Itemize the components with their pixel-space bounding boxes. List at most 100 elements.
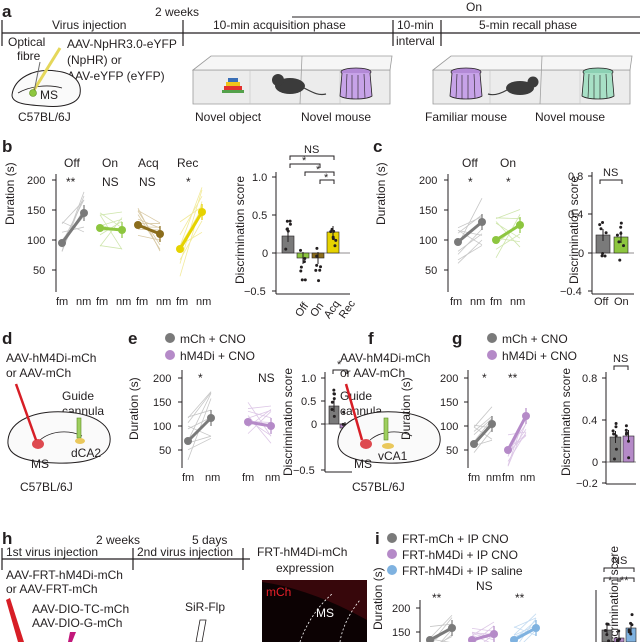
b-bar-xtick-on: On [308, 300, 326, 319]
mean-point [468, 636, 476, 642]
svg-text:50: 50 [446, 445, 458, 457]
individual-line [441, 634, 453, 642]
mean-point [176, 245, 184, 253]
bar-dot [315, 246, 319, 250]
individual-line [471, 634, 490, 642]
svg-text:nm: nm [116, 296, 131, 308]
bar-dot [601, 220, 605, 224]
individual-line [179, 189, 203, 264]
svg-text:−0.4: −0.4 [560, 286, 582, 298]
svg-text:−0.2: −0.2 [576, 478, 598, 490]
b-pair-lines [58, 187, 206, 277]
bar-dot [315, 254, 319, 258]
f-cannula-icon [383, 417, 389, 441]
aav-label-3: AAV-eYFP (eYFP) [67, 69, 165, 83]
i-legend-3: FRT-hM4Di + IP saline [402, 564, 523, 578]
individual-line [457, 229, 483, 246]
e-legend-mch: mCh + CNO [180, 332, 246, 346]
svg-text:0.8: 0.8 [568, 171, 583, 183]
individual-line [513, 626, 537, 636]
mouse-icon-2 [487, 76, 539, 96]
panel-b: b Duration (s) 200 150 100 50 Off On Acq… [2, 137, 358, 321]
bar-dot [332, 397, 336, 401]
f-region-label: vCA1 [378, 449, 408, 463]
cup-cage-familiar-icon [449, 67, 483, 100]
f-guide-1: Guide [340, 389, 372, 403]
i-bracket-2-label: * [608, 575, 613, 587]
d-cannula-icon [76, 417, 82, 439]
i-legend-2-marker [387, 549, 397, 559]
b-xticks: fm nm fm nm fm nm fm nm [56, 296, 211, 308]
svg-text:100: 100 [153, 421, 171, 433]
i-bracket-1 [603, 567, 635, 572]
b-group-acq: Acq [138, 156, 159, 170]
svg-text:0.5: 0.5 [252, 210, 267, 222]
svg-text:0: 0 [311, 419, 317, 431]
c-bracket-label: NS [603, 167, 618, 179]
h-ms-label: MS [316, 606, 334, 620]
svg-text:200: 200 [153, 373, 171, 385]
cup-cage-novel-icon-2 [581, 67, 615, 100]
e-sig-hm4di: NS [258, 371, 275, 385]
individual-line [187, 392, 212, 424]
individual-line [457, 245, 483, 261]
i-ytick-200: 200 [392, 603, 410, 615]
mean-point [470, 440, 478, 448]
h-second-injection: 2nd virus injection [137, 545, 233, 559]
fibre-label-2: fibre [17, 49, 41, 63]
c-xticks: fm nm fm nm [450, 296, 525, 308]
bar-dot [603, 254, 607, 258]
bar-dot [617, 629, 621, 633]
i-legend-1: FRT-mCh + IP CNO [402, 532, 509, 546]
individual-line [473, 415, 493, 432]
b-group-rec: Rec [177, 156, 198, 170]
svg-text:nm: nm [520, 472, 535, 484]
bar-dot [332, 229, 336, 233]
individual-line [495, 222, 521, 239]
mean-line [495, 223, 521, 242]
panel-label-d: d [2, 329, 12, 348]
mean-line [429, 626, 453, 642]
g-legend-hm4di: hM4Di + CNO [502, 349, 577, 363]
f-brain-icon [337, 411, 441, 464]
f-aav-2: or AAV-mCh [340, 366, 405, 380]
individual-line [247, 402, 272, 437]
i-legend-3-marker [387, 565, 397, 575]
bar-dot [629, 632, 633, 636]
individual-line [187, 391, 212, 419]
h-five-days: 5 days [192, 533, 227, 547]
bar-dot [330, 400, 334, 404]
bar-dot [600, 254, 604, 258]
mean-point [58, 239, 66, 247]
b-bar-ylabel: Discrimination score [233, 176, 247, 284]
i-bracket-1-label: NS [612, 555, 627, 567]
svg-text:*: * [302, 155, 307, 167]
bar-dot [330, 227, 334, 231]
h-aav-2: or AAV-FRT-mCh [6, 582, 98, 596]
individual-line [471, 627, 495, 632]
c-sig-off: * [468, 175, 473, 189]
bar-dot [622, 244, 626, 248]
bar-dot [285, 227, 289, 231]
bar-dot [303, 256, 307, 260]
panel-label-e: e [128, 329, 137, 348]
svg-text:0.4: 0.4 [568, 209, 583, 221]
i-legend-1-marker [387, 533, 397, 543]
g-bar-yticks: 0.8 0.4 0 −0.2 [576, 373, 606, 490]
svg-text:150: 150 [440, 397, 458, 409]
bar-dot [624, 424, 628, 428]
bar-dot [614, 425, 618, 429]
svg-text:100: 100 [440, 421, 458, 433]
bar-dot [284, 247, 288, 251]
bar-dot [619, 231, 623, 235]
c-bar-yticks: 0.8 0.4 0 −0.4 [560, 171, 592, 298]
bar-dot [619, 221, 623, 225]
g-legend-mch-marker [487, 333, 497, 343]
aav-label-1: AAV-NpHR3.0-eYFP [67, 37, 177, 51]
mean-line [178, 211, 204, 250]
i-bars [601, 613, 637, 642]
bar-dot [630, 623, 634, 627]
svg-text:nm: nm [470, 296, 485, 308]
svg-text:fm: fm [176, 296, 188, 308]
panel-label-a: a [2, 2, 12, 21]
